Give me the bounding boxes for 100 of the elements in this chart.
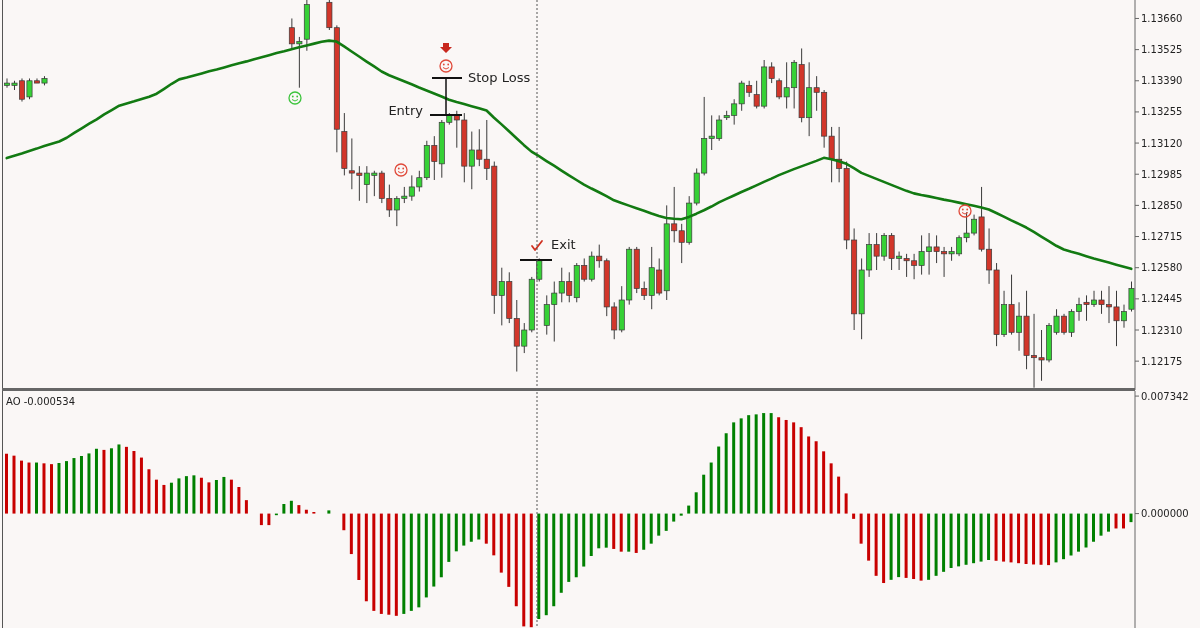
- bar: [94, 448, 98, 514]
- bar: [154, 479, 158, 514]
- bar: [514, 513, 518, 607]
- bar: [642, 513, 646, 550]
- bar: [402, 513, 406, 614]
- bar: [297, 505, 301, 514]
- bar: [199, 477, 203, 514]
- bar: [814, 441, 818, 514]
- bar: [957, 513, 961, 567]
- bar: [184, 476, 188, 514]
- bar: [342, 513, 346, 531]
- bar: [177, 478, 181, 514]
- bar: [792, 422, 796, 514]
- bar: [1054, 513, 1058, 563]
- bar: [34, 462, 38, 514]
- bar: [57, 463, 61, 514]
- bar: [694, 492, 698, 514]
- bar: [454, 513, 458, 552]
- bar: [597, 513, 601, 549]
- bar: [432, 513, 436, 587]
- bar: [1099, 513, 1103, 536]
- bar: [852, 513, 856, 519]
- bar: [162, 484, 166, 514]
- bar: [1024, 513, 1028, 564]
- bar: [1002, 513, 1006, 562]
- bar: [732, 422, 736, 514]
- bar: [567, 513, 571, 582]
- y-tick-label: 0.000000: [1141, 508, 1189, 520]
- bar: [1122, 513, 1126, 529]
- bar: [237, 487, 241, 514]
- bar: [627, 513, 631, 552]
- bar: [87, 453, 91, 514]
- bar: [492, 513, 496, 556]
- bar: [859, 513, 863, 544]
- bar: [499, 513, 503, 573]
- bar: [784, 419, 788, 514]
- y-tick-label: 1.12850: [1141, 199, 1183, 211]
- bar: [72, 458, 76, 514]
- bar: [102, 449, 106, 514]
- bar: [1009, 513, 1013, 563]
- y-tick-label: 1.13255: [1141, 106, 1183, 118]
- annotation: Entry: [388, 103, 424, 118]
- bar: [837, 476, 841, 514]
- bar: [799, 427, 803, 514]
- bar: [604, 513, 608, 548]
- bar: [222, 476, 226, 514]
- bar: [717, 446, 721, 514]
- bar: [657, 513, 661, 536]
- annotation: AO -0.000534: [6, 396, 76, 407]
- bar: [229, 479, 233, 514]
- bar: [304, 509, 308, 514]
- bar: [964, 513, 968, 565]
- bar: [19, 460, 23, 514]
- bar: [5, 453, 8, 514]
- bar: [822, 451, 826, 514]
- bar: [867, 513, 871, 561]
- bar: [192, 475, 196, 514]
- bar: [169, 482, 173, 514]
- bar: [417, 513, 421, 608]
- bar: [357, 513, 361, 580]
- bar: [1069, 513, 1073, 556]
- bar: [829, 463, 833, 514]
- bar: [349, 513, 353, 555]
- bar: [687, 505, 691, 514]
- y-tick-label: 1.12310: [1141, 324, 1183, 336]
- bar: [522, 513, 526, 627]
- bar: [634, 513, 638, 553]
- bar: [1084, 513, 1088, 548]
- bar: [582, 513, 586, 567]
- bar: [42, 463, 46, 514]
- bar: [897, 513, 901, 578]
- y-tick-label: 1.12175: [1141, 355, 1183, 367]
- bar: [147, 469, 151, 514]
- bar: [739, 418, 743, 514]
- bar: [507, 513, 511, 587]
- bar: [364, 513, 368, 602]
- bar: [1114, 513, 1118, 529]
- bar: [1077, 513, 1081, 552]
- bar: [282, 503, 286, 514]
- bar: [987, 513, 991, 560]
- bar: [544, 513, 548, 616]
- bar: [1017, 513, 1021, 564]
- bar: [379, 513, 383, 614]
- bar: [1107, 513, 1111, 532]
- bar: [994, 513, 998, 561]
- bar: [477, 513, 481, 540]
- bar: [874, 513, 878, 576]
- bar: [664, 513, 668, 531]
- bar: [979, 513, 983, 562]
- bar: [589, 513, 593, 556]
- line-series: [5, 39, 1133, 271]
- bar: [214, 479, 218, 514]
- bar: [529, 513, 533, 628]
- bar: [934, 513, 938, 576]
- bar: [409, 513, 413, 611]
- bar: [552, 513, 556, 607]
- y-tick-label: 1.12445: [1141, 293, 1183, 305]
- bar: [462, 513, 466, 546]
- bar: [844, 493, 848, 514]
- bar: [777, 417, 781, 514]
